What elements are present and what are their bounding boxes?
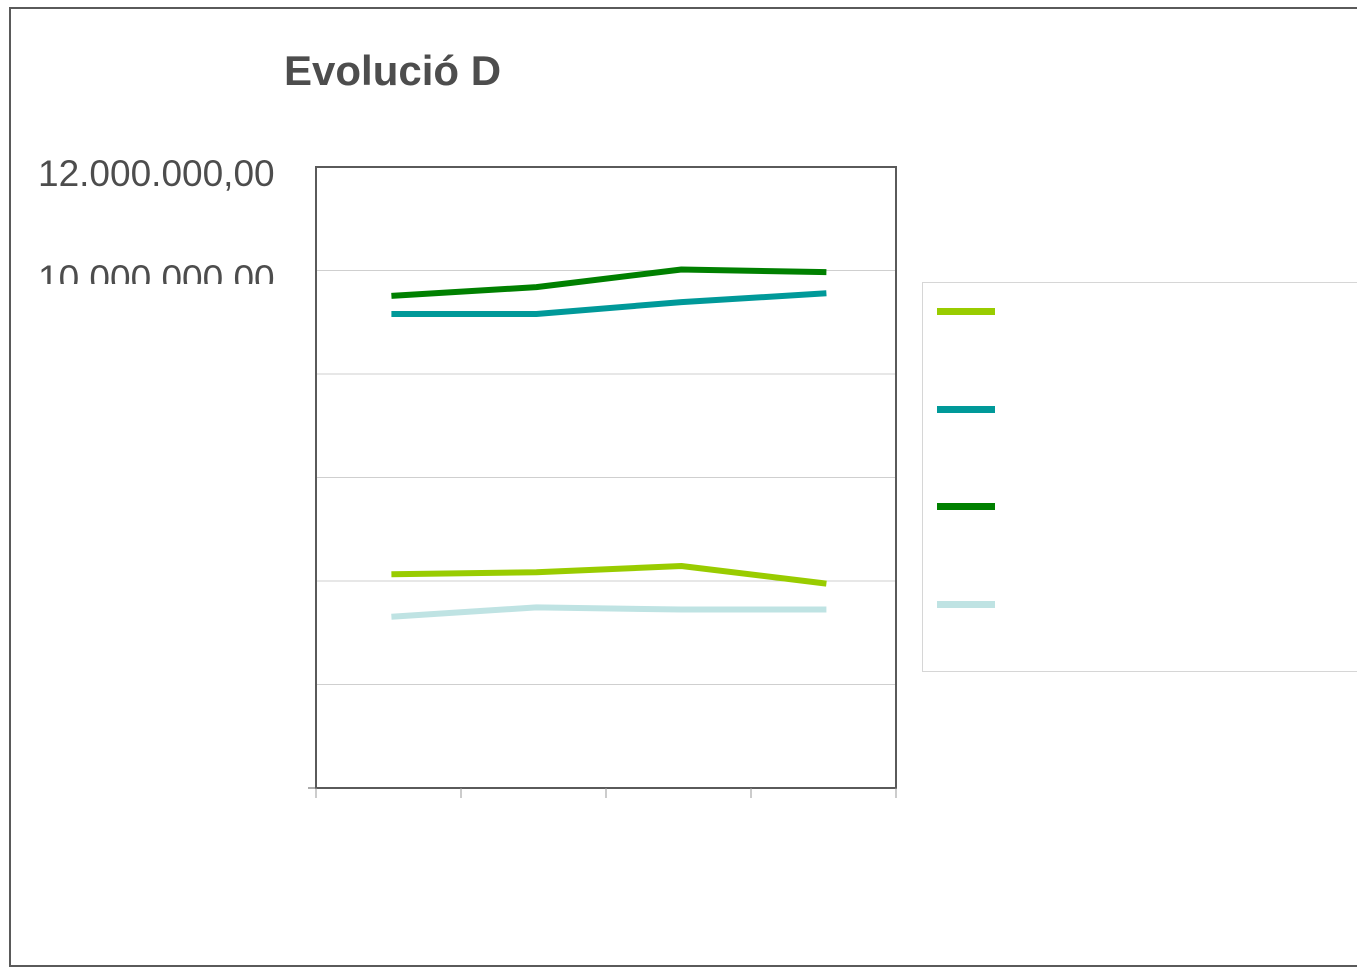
legend-swatch [937, 405, 995, 413]
plot-area [308, 166, 897, 798]
legend-swatch [937, 503, 995, 510]
legend [922, 282, 1357, 672]
chart-title: Evolució D [284, 47, 502, 94]
legend-item [937, 300, 1337, 324]
legend-swatch [937, 308, 995, 315]
series-line-3 [391, 266, 827, 299]
series-line-1 [391, 563, 827, 587]
legend-item [937, 398, 1337, 422]
series-line-4 [391, 604, 827, 620]
legend-item [937, 495, 1337, 519]
series-line-2 [391, 290, 827, 317]
y-tick-label: 12.000.000,00 [38, 153, 275, 194]
legend-swatch [937, 600, 995, 608]
y-tick-label: 10.000.000,00 [38, 258, 275, 284]
y-tick-label-clip: 10.000.000,00 [38, 258, 308, 284]
legend-item [937, 593, 1337, 617]
